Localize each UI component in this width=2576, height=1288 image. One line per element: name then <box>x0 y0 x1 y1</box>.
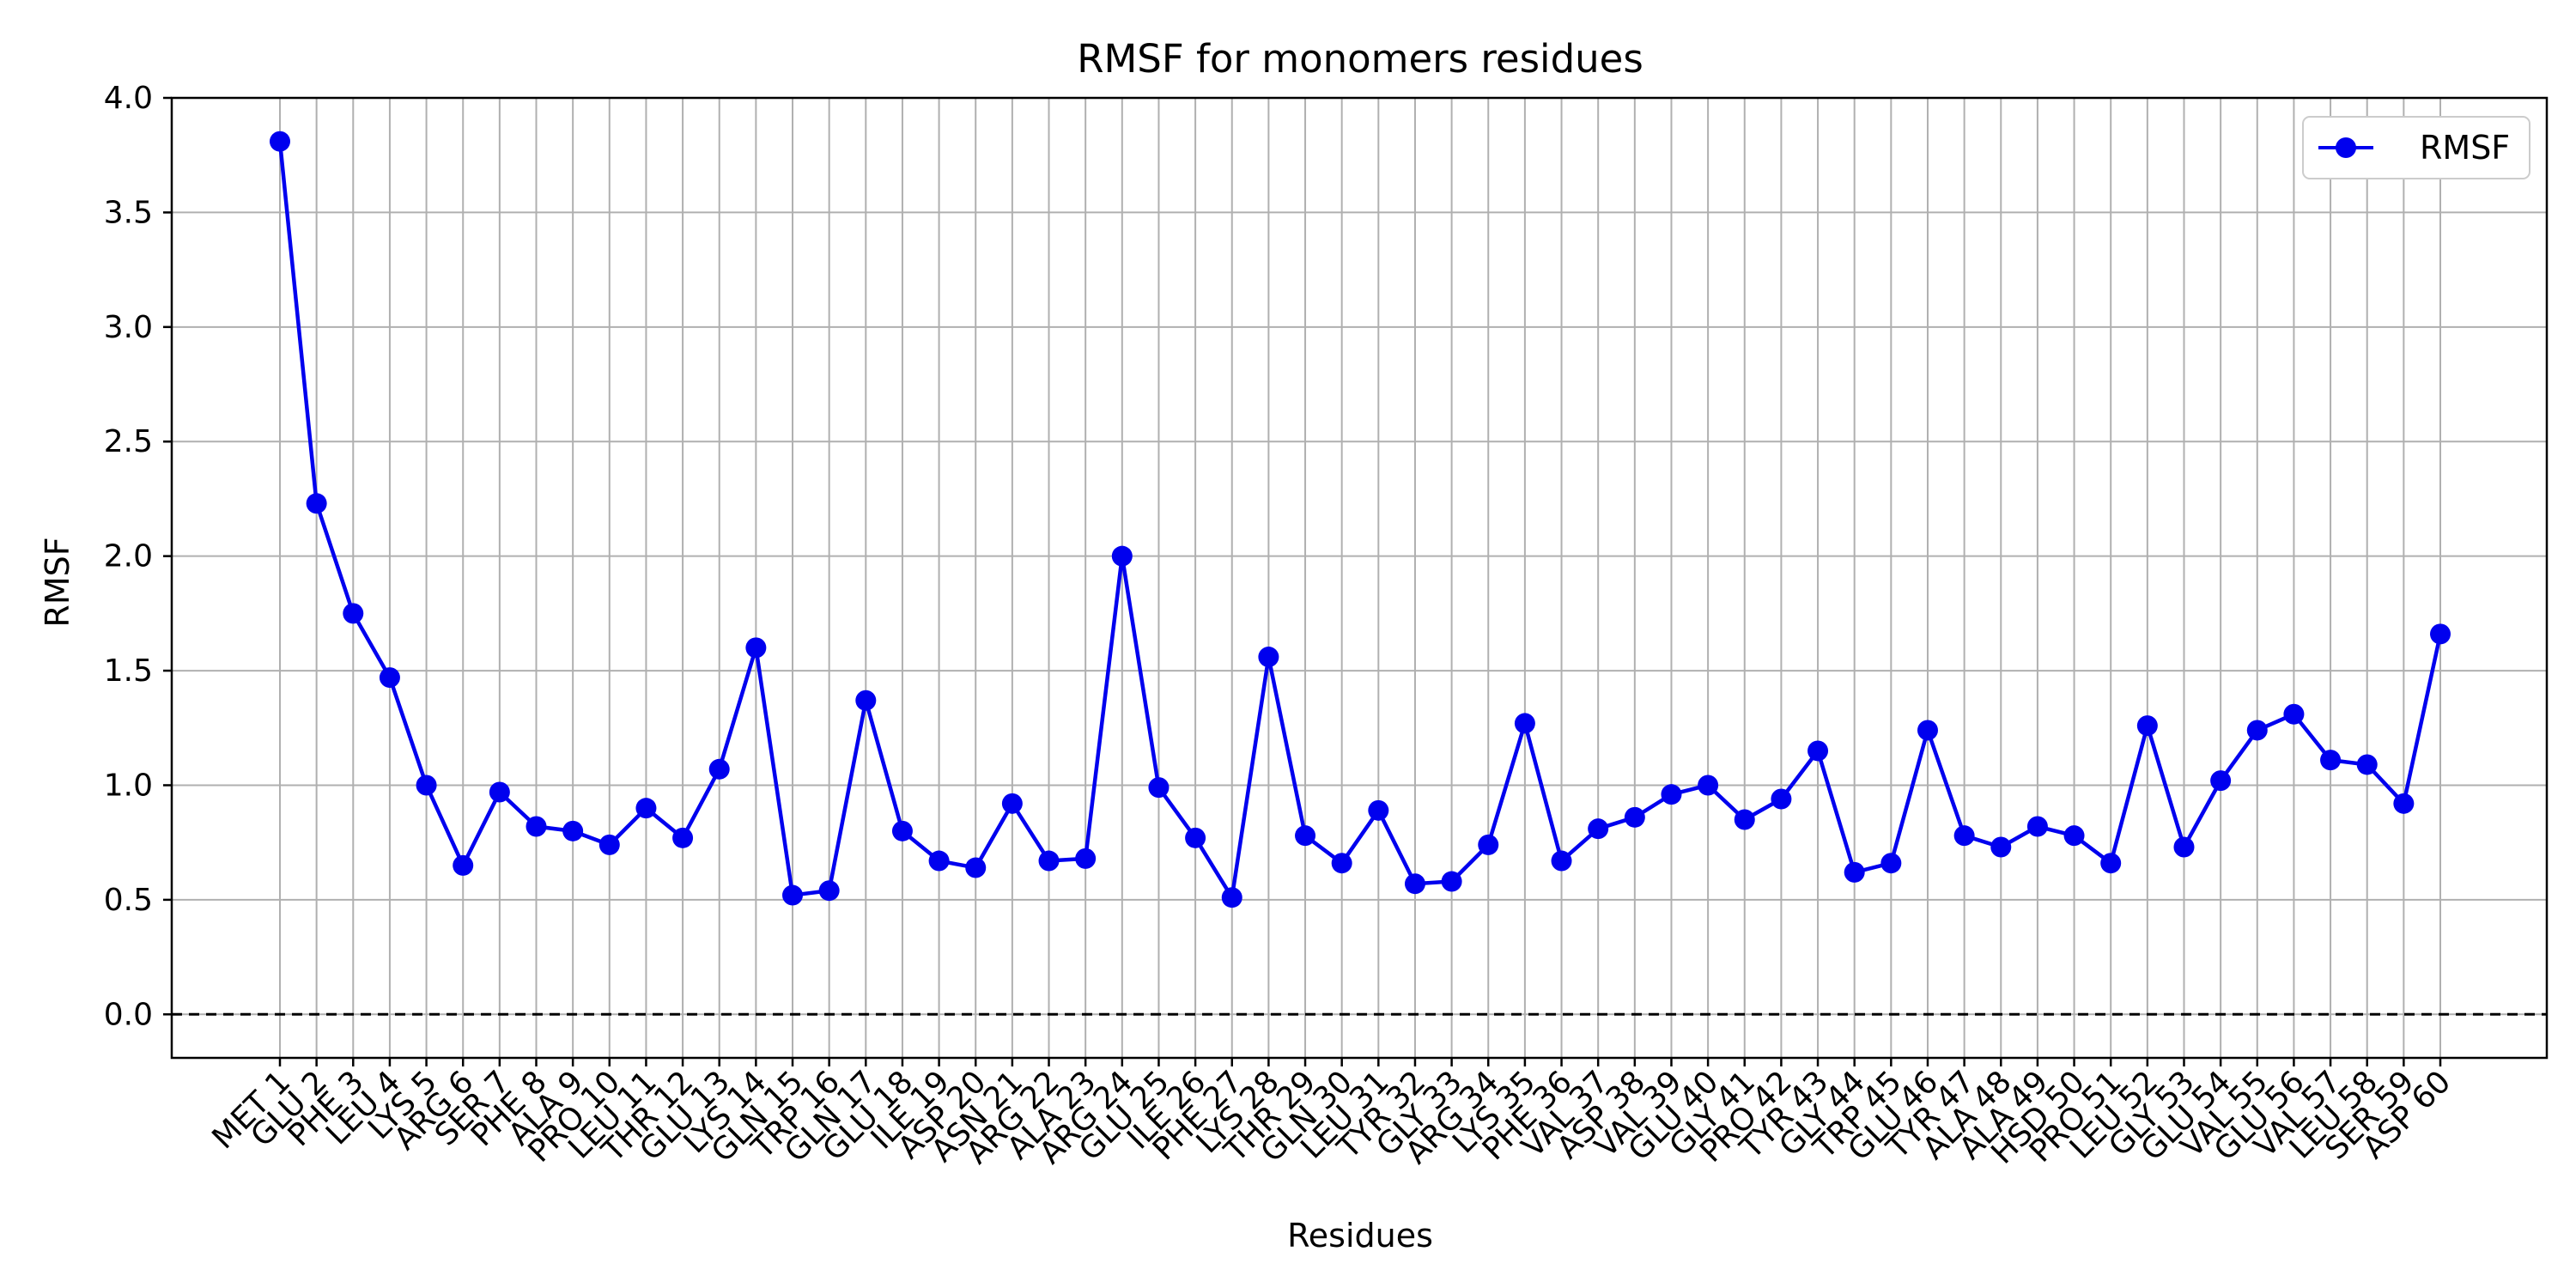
series-rmsf <box>270 131 2451 908</box>
data-point <box>1807 740 1829 762</box>
legend-label: RMSF <box>2420 129 2510 167</box>
data-point <box>2100 853 2122 874</box>
y-tick-label: 0.0 <box>104 997 153 1032</box>
data-point <box>1258 647 1279 668</box>
data-point <box>489 781 510 803</box>
data-point <box>891 820 913 841</box>
data-point <box>635 798 657 819</box>
data-point <box>2320 750 2342 771</box>
data-point <box>526 816 547 837</box>
y-axis-title: RMSF <box>39 537 76 627</box>
y-tick-label: 3.5 <box>104 195 153 230</box>
legend-marker <box>2336 137 2356 158</box>
data-point <box>2393 793 2415 814</box>
data-point <box>562 820 584 841</box>
axes-frame <box>170 96 2549 1060</box>
data-point <box>2210 770 2232 792</box>
data-point <box>1734 809 1755 830</box>
y-tick-label: 2.5 <box>104 424 153 459</box>
data-point <box>1771 788 1792 810</box>
data-point <box>1514 713 1535 734</box>
data-point <box>928 850 950 872</box>
data-point <box>1624 806 1645 828</box>
legend: RMSF <box>2302 116 2530 179</box>
y-tick-label: 2.0 <box>104 539 153 574</box>
data-point <box>1441 871 1462 892</box>
data-point <box>1075 848 1097 869</box>
y-tick-label: 4.0 <box>104 81 153 116</box>
data-point <box>2136 715 2158 737</box>
data-point <box>1185 827 1206 848</box>
data-point <box>2063 825 2085 847</box>
data-point <box>379 667 400 689</box>
data-point <box>1331 853 1352 874</box>
data-point <box>1038 850 1060 872</box>
data-point <box>1368 799 1389 821</box>
grid-lines <box>172 97 2547 1058</box>
data-point <box>1111 545 1133 567</box>
chart-title: RMSF for monomers residues <box>1077 36 1643 82</box>
data-point <box>2283 703 2305 725</box>
data-point <box>1990 836 2012 858</box>
data-point <box>270 131 290 152</box>
data-point <box>1588 818 1609 840</box>
data-point <box>2356 754 2378 775</box>
data-point <box>708 758 730 780</box>
data-point <box>2026 816 2048 837</box>
y-tick-label: 3.0 <box>104 310 153 345</box>
data-point <box>1148 777 1170 799</box>
y-tick-label: 0.5 <box>104 883 153 918</box>
data-point <box>1698 775 1719 796</box>
data-point <box>855 690 877 711</box>
data-point <box>1295 825 1316 847</box>
data-point <box>782 884 804 906</box>
data-point <box>1221 887 1242 908</box>
legend-box <box>2302 116 2530 179</box>
data-point <box>745 637 767 659</box>
data-point <box>1953 825 1975 847</box>
data-point <box>598 834 620 855</box>
data-point <box>1844 861 1865 883</box>
y-axis-ticks: 0.0 0.5 1.0 1.5 2.0 2.5 3.0 3.5 4.0 <box>104 81 172 1032</box>
data-point <box>2173 836 2195 858</box>
data-point <box>965 857 987 878</box>
y-tick-label: 1.0 <box>104 768 153 803</box>
x-axis-title: Residues <box>1287 1217 1433 1255</box>
data-point <box>1001 793 1023 814</box>
data-point <box>2430 623 2451 645</box>
data-point <box>1917 720 1938 741</box>
data-point <box>453 854 474 876</box>
data-point <box>2246 720 2268 741</box>
data-point <box>1551 850 1572 872</box>
data-point <box>818 880 840 902</box>
data-point <box>1404 873 1425 895</box>
data-point <box>1661 784 1682 805</box>
data-point <box>416 775 437 796</box>
plot-frame <box>170 96 2549 1060</box>
data-point <box>343 603 364 624</box>
data-point <box>1478 834 1499 855</box>
data-point <box>306 493 327 514</box>
data-point <box>672 827 694 848</box>
y-tick-label: 1.5 <box>104 653 153 689</box>
data-point <box>1880 853 1902 874</box>
